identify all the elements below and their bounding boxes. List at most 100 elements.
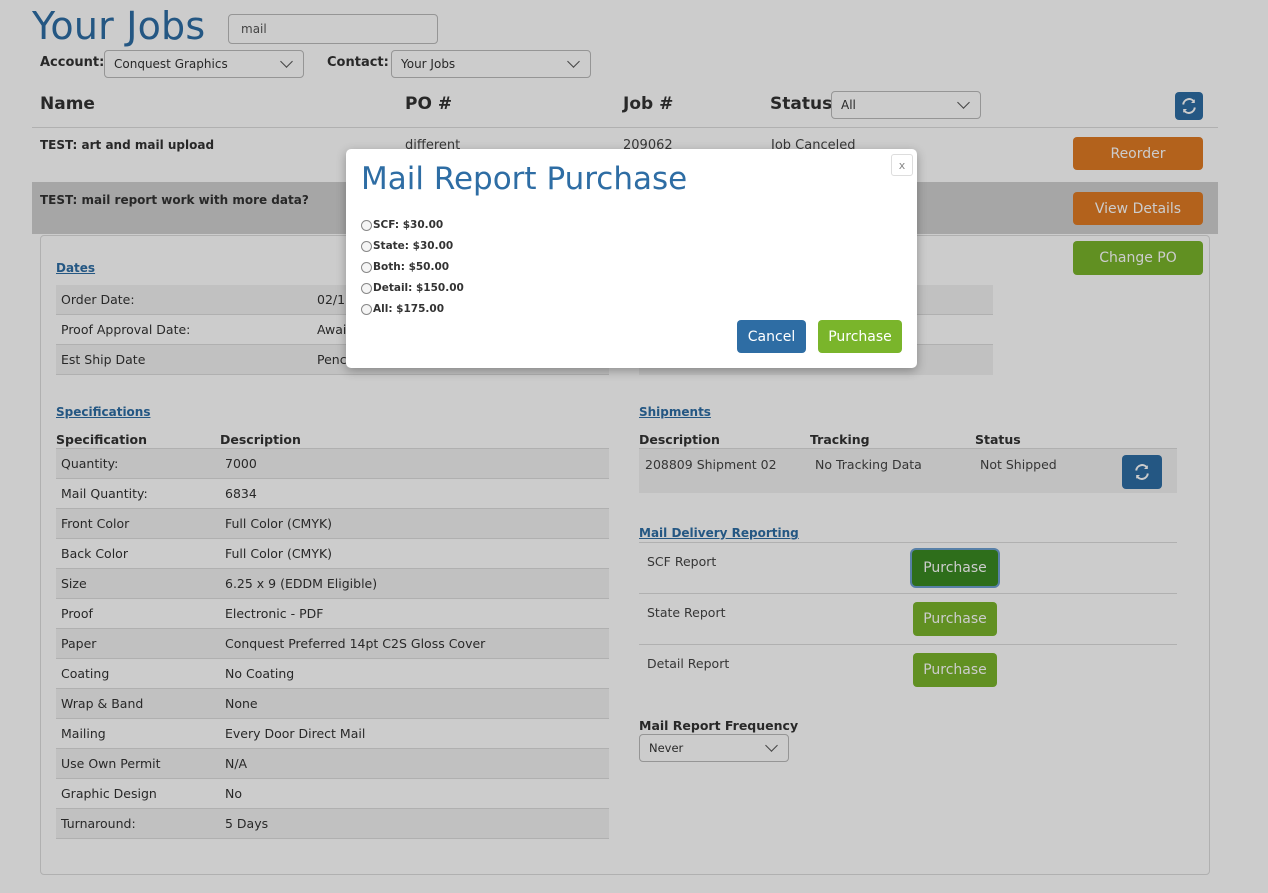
spec-label: Front Color [61, 516, 130, 531]
table-row: Mail Quantity: 6834 [56, 479, 609, 509]
purchase-state-report-button[interactable]: Purchase [913, 602, 997, 636]
detail-report-label: Detail Report [647, 656, 730, 671]
radio-button[interactable] [361, 282, 372, 294]
divider [56, 448, 609, 449]
spec-value: 5 Days [225, 816, 269, 831]
refresh-icon [1182, 98, 1196, 114]
account-select[interactable]: Conquest Graphics [104, 50, 304, 78]
table-row: Proof Approval Date: Awai [56, 315, 609, 345]
radio-option-scf[interactable]: SCF: $30.00 [361, 219, 443, 231]
contact-label: Contact: [327, 55, 389, 70]
table-row: Paper Conquest Preferred 14pt C2S Gloss C… [56, 629, 609, 659]
refresh-shipment-button[interactable] [1122, 455, 1162, 489]
scf-report-label: SCF Report [647, 554, 717, 569]
radio-label: Detail: $150.00 [373, 282, 464, 294]
radio-button[interactable] [361, 219, 372, 231]
contact-select-value: Your Jobs [401, 57, 456, 71]
spec-value: Every Door Direct Mail [225, 726, 366, 741]
date-label: Order Date: [61, 292, 135, 307]
radio-button[interactable] [361, 261, 372, 273]
purchase-detail-report-button[interactable]: Purchase [913, 653, 997, 687]
table-row: Size 6.25 x 9 (EDDM Eligible) [56, 569, 609, 599]
date-label: Est Ship Date [61, 352, 146, 367]
cancel-button[interactable]: Cancel [737, 320, 806, 353]
close-button[interactable]: x [891, 154, 913, 176]
change-po-button[interactable]: Change PO [1073, 241, 1203, 275]
spec-value: 6.25 x 9 (EDDM Eligible) [225, 576, 378, 591]
radio-button[interactable] [361, 303, 372, 315]
column-header-po: PO # [405, 94, 453, 114]
radio-label: SCF: $30.00 [373, 219, 444, 231]
reorder-button[interactable]: Reorder [1073, 137, 1203, 170]
refresh-icon [1135, 464, 1149, 480]
radio-label: Both: $50.00 [373, 261, 450, 273]
spec-value: No Coating [225, 666, 295, 681]
radio-option-all[interactable]: All: $175.00 [361, 303, 444, 315]
spec-label: Size [61, 576, 87, 591]
spec-label: Proof [61, 606, 93, 621]
job-name[interactable]: TEST: art and mail upload [40, 138, 215, 152]
refresh-jobs-button[interactable] [1175, 92, 1203, 120]
status-filter-value: All [841, 98, 856, 112]
column-header-name: Name [40, 94, 95, 114]
view-details-button[interactable]: View Details [1073, 192, 1203, 225]
spec-column-header: Specification [56, 432, 147, 447]
date-value: 02/1 [317, 292, 346, 307]
specifications-section-title[interactable]: Specifications [56, 405, 151, 419]
modal-title: Mail Report Purchase [361, 161, 688, 197]
shipments-section-title[interactable]: Shipments [639, 405, 711, 419]
spec-value: Electronic - PDF [225, 606, 324, 621]
table-row: Mailing Every Door Direct Mail [56, 719, 609, 749]
divider [639, 593, 1177, 594]
shipment-status-header: Status [975, 432, 1021, 447]
table-row: Coating No Coating [56, 659, 609, 689]
table-row: Use Own Permit N/A [56, 749, 609, 779]
spec-label: Paper [61, 636, 97, 651]
table-row: Turnaround: 5 Days [56, 809, 609, 839]
mail-report-frequency-label: Mail Report Frequency [639, 718, 799, 733]
table-row: Graphic Design No [56, 779, 609, 809]
search-input[interactable] [228, 14, 438, 44]
radio-option-state[interactable]: State: $30.00 [361, 240, 453, 252]
radio-button[interactable] [361, 240, 372, 252]
spec-value: None [225, 696, 258, 711]
spec-label: Back Color [61, 546, 128, 561]
mail-report-frequency-select[interactable]: Never [639, 734, 789, 762]
column-header-job: Job # [623, 94, 674, 114]
spec-value: 7000 [225, 456, 257, 471]
purchase-scf-report-button[interactable]: Purchase [912, 550, 998, 586]
header-divider [32, 127, 1218, 128]
mail-reporting-section-title[interactable]: Mail Delivery Reporting [639, 526, 799, 540]
spec-label: Coating [61, 666, 110, 681]
shipment-description: 208809 Shipment 02 [645, 457, 777, 472]
contact-select[interactable]: Your Jobs [391, 50, 591, 78]
dates-section-title[interactable]: Dates [56, 261, 96, 275]
purchase-button[interactable]: Purchase [818, 320, 902, 353]
spec-value: N/A [225, 756, 248, 771]
spec-label: Graphic Design [61, 786, 157, 801]
mail-report-purchase-modal: Mail Report Purchase x SCF: $30.00 State… [346, 149, 917, 368]
radio-option-both[interactable]: Both: $50.00 [361, 261, 449, 273]
status-filter-select[interactable]: All [831, 91, 981, 119]
date-label: Proof Approval Date: [61, 322, 191, 337]
spec-label: Quantity: [61, 456, 119, 471]
account-select-value: Conquest Graphics [114, 57, 228, 71]
shipment-tracking: No Tracking Data [815, 457, 922, 472]
table-row: Front Color Full Color (CMYK) [56, 509, 609, 539]
spec-label: Mail Quantity: [61, 486, 148, 501]
spec-value: Conquest Preferred 14pt C2S Gloss Cover [225, 636, 486, 651]
spec-value: Full Color (CMYK) [225, 546, 333, 561]
shipment-status: Not Shipped [980, 457, 1057, 472]
radio-label: State: $30.00 [373, 240, 454, 252]
spec-value: Full Color (CMYK) [225, 516, 333, 531]
spec-label: Use Own Permit [61, 756, 161, 771]
spec-label: Turnaround: [61, 816, 136, 831]
radio-option-detail[interactable]: Detail: $150.00 [361, 282, 464, 294]
date-value: Penc [317, 352, 347, 367]
description-column-header: Description [220, 432, 301, 447]
table-row: Back Color Full Color (CMYK) [56, 539, 609, 569]
job-name[interactable]: TEST: mail report work with more data? [40, 193, 309, 207]
table-row: Wrap & Band None [56, 689, 609, 719]
spec-value: No [225, 786, 242, 801]
